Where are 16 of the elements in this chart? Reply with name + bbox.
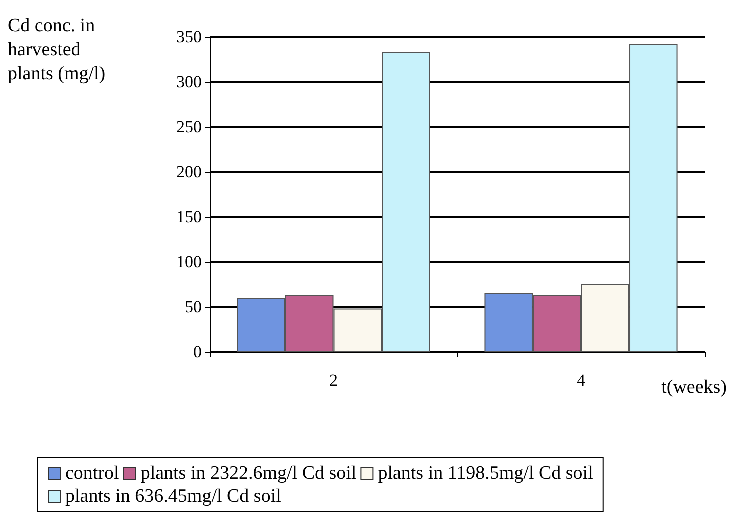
y-tick-label: 0 [194, 342, 202, 362]
y-tick-label: 50 [185, 298, 202, 316]
legend-label: control [66, 463, 120, 484]
y-tick-label: 200 [176, 162, 202, 182]
y-tick-label: 300 [176, 72, 202, 92]
y-axis-title: Cd conc. in harvested plants (mg/l) [8, 16, 106, 84]
y-tick-label: 150 [176, 208, 202, 226]
x-tick-label: 4 [577, 371, 586, 390]
x-tick-label: 2 [330, 371, 338, 390]
y-tick-label: 100 [176, 252, 202, 272]
y-tick-label: 250 [176, 118, 202, 136]
y-tick-label: 350 [176, 28, 202, 46]
legend-label: plants in 636.45mg/l Cd soil [66, 486, 282, 507]
legend-label: plants in 1198.5mg/l Cd soil [378, 463, 594, 484]
x-axis-title: t(weeks) [662, 377, 728, 398]
legend-label: plants in 2322.6mg/l Cd soil [140, 463, 357, 484]
